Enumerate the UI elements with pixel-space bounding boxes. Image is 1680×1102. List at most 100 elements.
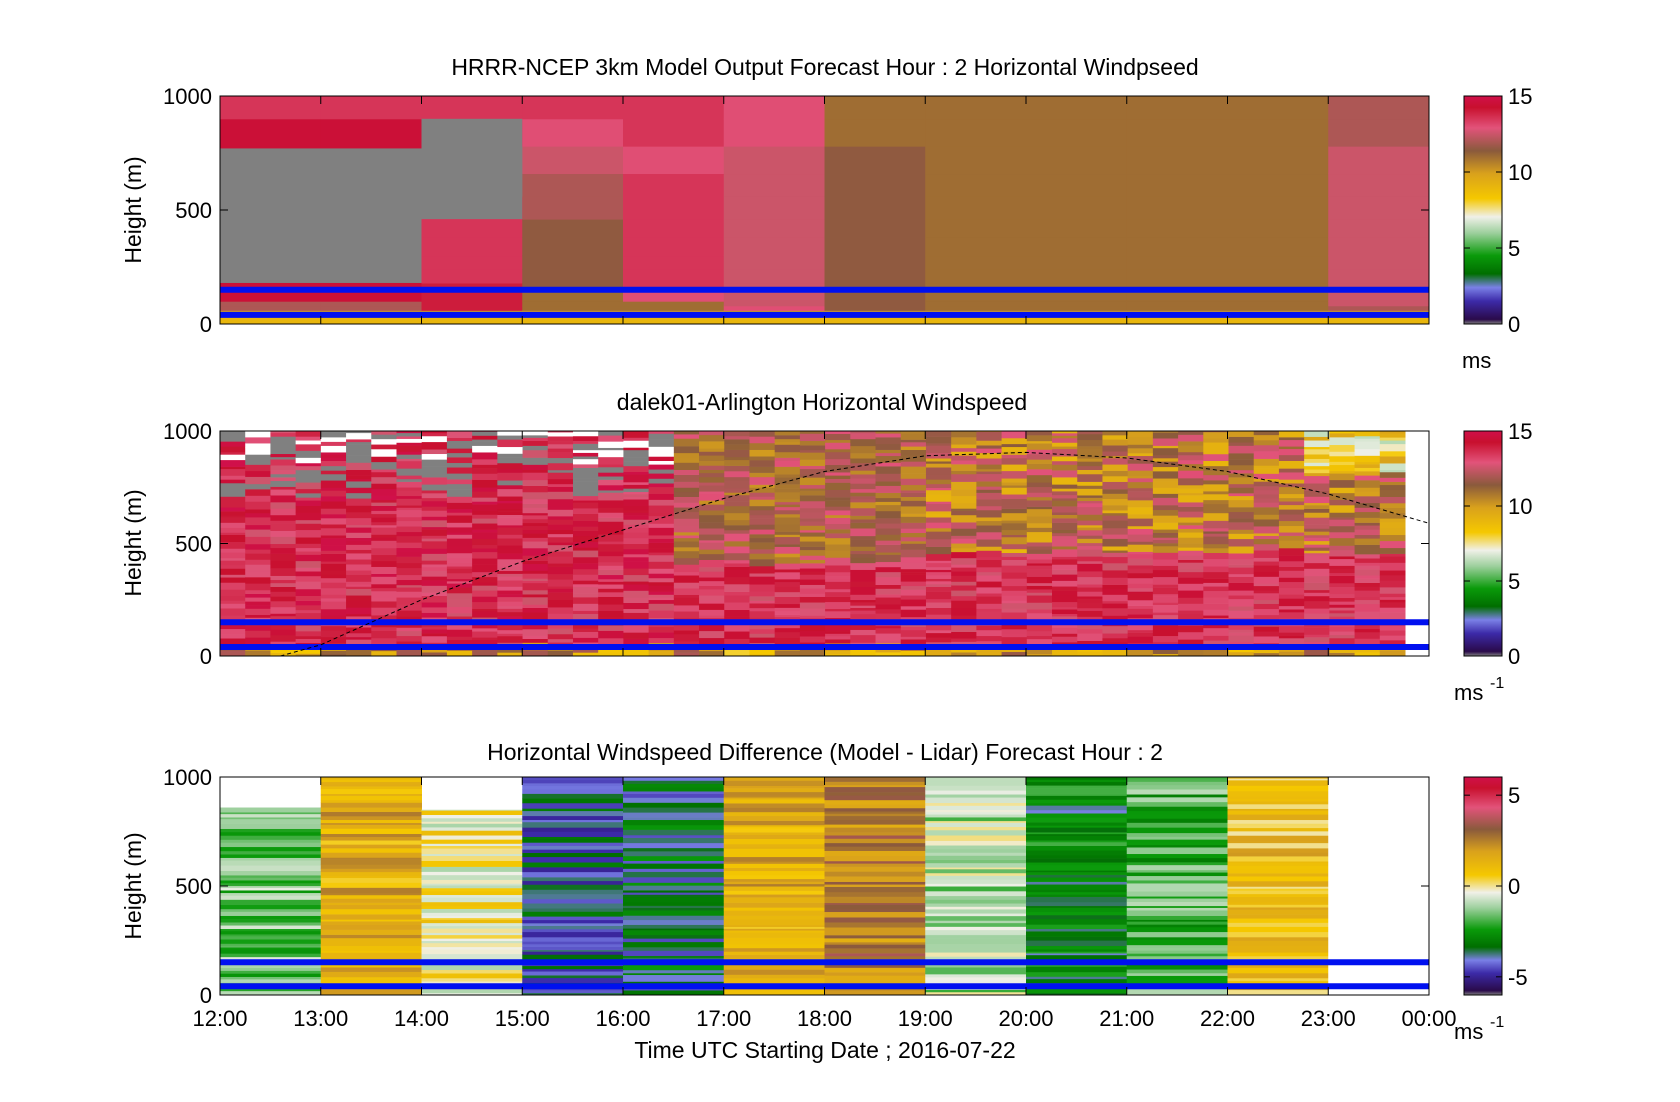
heat-cell (976, 440, 1003, 446)
heat-cell (1178, 502, 1204, 507)
heat-cell (220, 925, 322, 930)
heat-cell (724, 631, 750, 639)
heat-cell (522, 469, 549, 473)
heat-cell (623, 842, 725, 849)
heat-cell (1278, 570, 1305, 578)
heat-cell (1077, 561, 1103, 564)
heat-cell (825, 578, 851, 582)
heat-cell (774, 488, 801, 493)
heat-cell (1026, 992, 1128, 995)
heat-cell (900, 599, 927, 607)
heat-cell (1227, 819, 1329, 824)
heat-cell (598, 604, 624, 611)
xtick-label: 13:00 (293, 1006, 348, 1031)
heat-cell (925, 452, 952, 459)
heat-cell (699, 460, 725, 466)
heat-cell (1026, 565, 1053, 570)
heat-cell (648, 599, 675, 604)
heat-cell (1354, 438, 1381, 442)
heat-cell (723, 807, 825, 813)
heat-cell (850, 581, 877, 588)
heat-cell (497, 633, 524, 637)
heat-cell (1203, 442, 1230, 451)
heat-cell (1077, 455, 1103, 459)
heat-cell (1379, 512, 1406, 519)
heat-cell (396, 431, 423, 434)
heat-cell (421, 471, 448, 478)
panel-difference-ylabel: Height (m) (120, 832, 146, 939)
heat-cell (824, 955, 926, 961)
heat-cell (421, 292, 523, 302)
heat-cell (1102, 625, 1129, 634)
heat-cell (220, 857, 322, 861)
heat-cell (749, 596, 776, 601)
heat-cell (1102, 534, 1129, 539)
panel-model: HRRR-NCEP 3km Model Output Forecast Hour… (120, 54, 1532, 373)
heat-cell (1228, 651, 1255, 656)
heat-cell (547, 516, 574, 520)
heat-cell (875, 597, 902, 605)
heat-cell (951, 543, 977, 549)
heat-cell (623, 305, 725, 311)
heat-cell (1328, 196, 1429, 220)
heat-cell (421, 964, 523, 971)
heat-cell (522, 941, 624, 945)
heat-cell (320, 508, 347, 515)
heat-cell (1228, 632, 1255, 636)
heat-cell (1127, 541, 1154, 545)
heat-cell (472, 473, 498, 480)
heat-cell (824, 305, 926, 311)
heat-cell (1228, 436, 1255, 443)
heat-cell (623, 496, 650, 500)
heat-cell (825, 581, 851, 590)
heat-cell (1203, 453, 1230, 461)
heat-cell (346, 532, 372, 538)
heat-cell (723, 146, 825, 175)
heat-cell (497, 623, 524, 631)
heat-cell (295, 537, 322, 544)
heat-cell (421, 973, 523, 979)
heat-cell (623, 851, 725, 857)
heat-cell (1227, 955, 1329, 960)
heat-cell (723, 826, 825, 830)
heat-cell (1203, 460, 1230, 467)
heat-cell (1178, 550, 1204, 556)
heat-cell (1026, 631, 1053, 637)
heat-cell (1127, 491, 1154, 498)
heat-cell (1304, 531, 1330, 536)
heat-cell (799, 630, 826, 637)
heat-cell (320, 964, 422, 968)
heat-cell (421, 595, 448, 603)
heat-cell (723, 915, 825, 920)
heat-cell (875, 554, 902, 563)
heat-cell (1227, 808, 1329, 811)
heat-cell (875, 455, 902, 463)
heat-cell (925, 648, 952, 656)
heat-cell (1052, 574, 1078, 581)
heat-cell (220, 634, 246, 639)
heat-cell (320, 978, 422, 982)
heat-cell (925, 614, 952, 623)
heat-cell (472, 576, 498, 583)
heat-cell (1178, 590, 1204, 598)
heat-cell (220, 911, 322, 916)
heat-cell (346, 616, 372, 623)
heat-cell (1354, 461, 1381, 465)
heat-cell (1126, 146, 1228, 175)
heat-cell (295, 560, 322, 568)
heat-cell (825, 431, 851, 434)
heat-cell (1329, 473, 1356, 481)
heat-cell (1278, 605, 1305, 610)
heat-cell (900, 585, 927, 590)
heat-cell (1329, 461, 1356, 466)
heat-cell (850, 478, 877, 484)
heat-cell (1052, 500, 1078, 507)
heat-cell (1329, 479, 1356, 488)
heat-cell (421, 810, 523, 816)
heat-cell (346, 553, 372, 560)
heat-cell (1278, 625, 1305, 633)
heat-cell (925, 305, 1027, 311)
heat-cell (497, 586, 524, 591)
heat-cell (421, 855, 523, 862)
heat-cell (623, 543, 650, 550)
